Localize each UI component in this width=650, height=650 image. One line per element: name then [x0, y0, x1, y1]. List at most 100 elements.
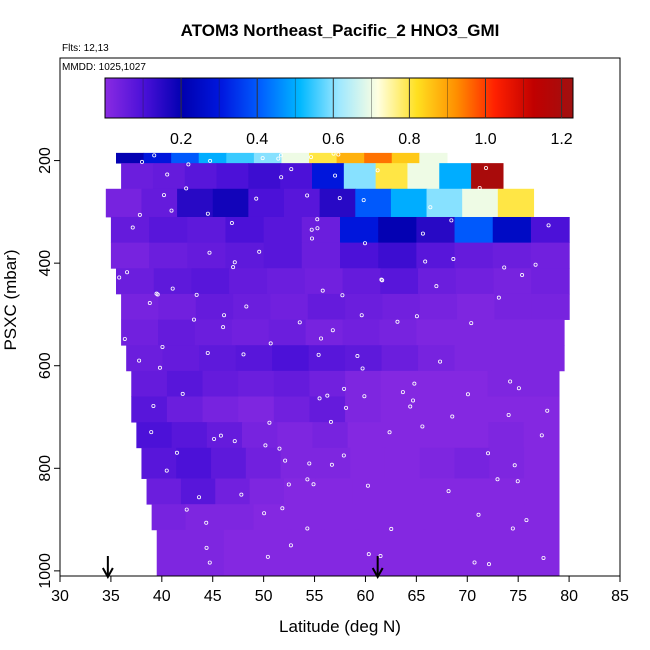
- observation-point: [446, 489, 451, 494]
- heatmap-cell: [156, 529, 191, 577]
- heatmap-cell: [249, 478, 285, 505]
- observation-point: [221, 325, 226, 330]
- heatmap-cell: [416, 396, 453, 423]
- observation-point: [545, 408, 550, 413]
- heatmap-cell: [387, 478, 423, 505]
- observation-point: [362, 394, 367, 399]
- x-tick-label: 60: [357, 588, 375, 605]
- heatmap-cell: [379, 319, 417, 346]
- observation-point: [267, 420, 272, 425]
- observation-point: [516, 386, 521, 391]
- heatmap-cell: [419, 293, 458, 320]
- flight-arrow: [371, 556, 384, 580]
- colorbar-tick-label: 0.4: [246, 131, 268, 148]
- observation-point: [186, 162, 191, 167]
- observation-point: [344, 405, 349, 410]
- observation-point: [286, 482, 291, 487]
- observation-point: [325, 393, 330, 398]
- observation-point: [241, 352, 246, 357]
- colorbar-ticks: 0.2 0.4 0.6 0.8 1.0 1.2: [142, 78, 573, 148]
- observation-point: [130, 225, 135, 230]
- heatmap-cell: [378, 242, 417, 269]
- observation-point: [508, 379, 513, 384]
- x-tick-label: 85: [611, 588, 629, 605]
- observation-point: [428, 205, 433, 210]
- observation-point: [205, 211, 210, 216]
- observation-point: [149, 430, 154, 435]
- observation-point: [184, 507, 189, 512]
- heatmap-cell: [177, 188, 214, 218]
- observation-point: [486, 562, 491, 567]
- heatmap-cell: [202, 370, 239, 397]
- observation-point: [257, 249, 262, 254]
- observation-point: [165, 172, 170, 177]
- heatmap-cell: [216, 163, 249, 190]
- observation-point: [191, 317, 196, 322]
- heatmap-cell: [342, 319, 381, 346]
- heatmap-cell: [454, 242, 494, 269]
- heatmap-cell: [527, 319, 565, 346]
- heatmap-cell: [248, 188, 285, 218]
- observation-point: [315, 226, 320, 231]
- heatmap-cell: [340, 216, 379, 244]
- heatmap-cell: [380, 268, 419, 295]
- heatmap-cell: [488, 422, 525, 449]
- heatmap-cell: [307, 293, 346, 320]
- heatmap-cell: [454, 447, 490, 479]
- observation-point: [533, 262, 538, 267]
- observation-point: [340, 293, 345, 298]
- heatmap-cell: [225, 242, 265, 269]
- x-tick-label: 80: [560, 588, 578, 605]
- observation-point: [380, 278, 385, 283]
- observation-point: [451, 257, 456, 262]
- heatmap-cell: [487, 396, 524, 423]
- heatmap-cell: [312, 422, 349, 449]
- heatmap-cell: [253, 504, 288, 531]
- heatmap-cell: [166, 370, 204, 397]
- observation-point: [277, 446, 282, 451]
- observation-point: [305, 193, 310, 198]
- heatmap-cell: [206, 422, 243, 449]
- observation-point: [360, 366, 365, 371]
- heatmap-cell: [301, 242, 341, 269]
- heatmap-cell: [190, 529, 225, 577]
- heatmap-cell: [185, 504, 221, 531]
- x-tick-label: 45: [204, 588, 222, 605]
- observation-point: [280, 506, 285, 511]
- x-axis-label: Latitude (deg N): [279, 617, 401, 636]
- observation-point: [160, 344, 165, 349]
- heatmap-cell: [492, 216, 532, 244]
- heatmap-cell: [421, 478, 457, 505]
- heatmap-cell: [202, 396, 239, 423]
- heatmap-cell: [524, 447, 560, 479]
- observation-point: [438, 359, 443, 364]
- heatmap-cell: [305, 319, 344, 346]
- heatmap-cell: [458, 529, 493, 577]
- observation-point: [305, 526, 310, 531]
- observation-point: [524, 518, 529, 523]
- heatmap-cell: [257, 529, 292, 577]
- heatmap-cell: [423, 504, 458, 531]
- heatmap-cell: [455, 268, 495, 295]
- heatmap-cell: [226, 152, 255, 164]
- observation-points: [117, 151, 551, 567]
- observation-point: [151, 403, 156, 408]
- observation-point: [378, 554, 383, 559]
- observation-point: [169, 208, 174, 213]
- observation-point: [319, 336, 324, 341]
- observation-point: [276, 156, 281, 161]
- heatmap-cell: [162, 345, 200, 372]
- observation-point: [329, 462, 334, 467]
- observation-point: [316, 352, 321, 357]
- observation-point: [311, 482, 316, 487]
- colorbar-tick-label: 0.6: [322, 131, 344, 148]
- heatmap-cell: [219, 504, 255, 531]
- heatmap-cell: [263, 216, 303, 244]
- heatmap-cell: [198, 152, 227, 164]
- observation-point: [229, 221, 234, 226]
- heatmap-cell: [487, 370, 524, 397]
- heatmap-cell: [149, 216, 188, 244]
- observation-point: [212, 437, 217, 442]
- observation-point: [254, 196, 259, 201]
- heatmap-cell: [158, 319, 196, 346]
